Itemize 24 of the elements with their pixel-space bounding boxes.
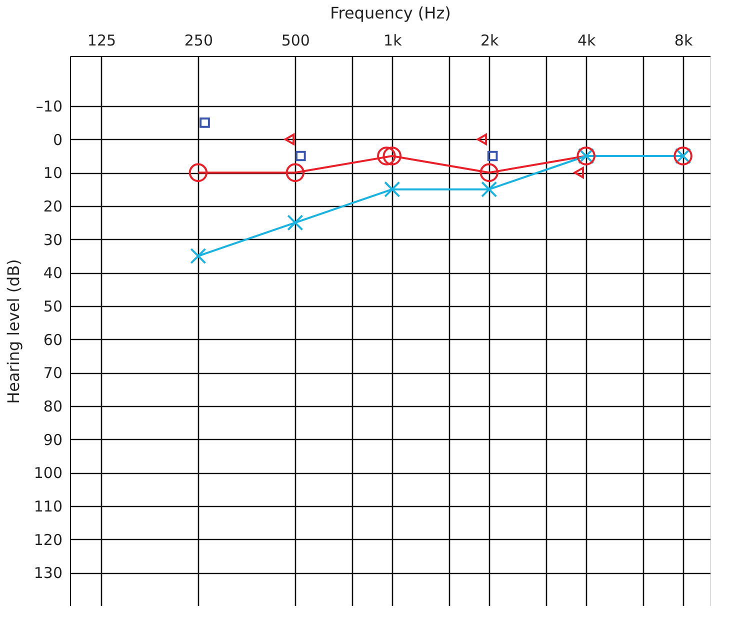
x-tick-label: 125 (87, 32, 116, 50)
x-tick-label: 8k (674, 32, 693, 50)
y-tick-label: 80 (43, 398, 62, 416)
y-tick-label: 40 (43, 264, 62, 282)
y-tick-label: 90 (43, 430, 62, 449)
y-axis-title: Hearing level (dB) (4, 259, 23, 404)
y-tick-label: 60 (43, 330, 62, 349)
y-tick-label: 50 (43, 298, 62, 316)
y-tick-label: 0 (52, 130, 62, 149)
x-tick-label: 250 (184, 32, 214, 50)
y-tick-label: 20 (43, 198, 62, 216)
y-tick-label: 120 (34, 530, 62, 549)
y-tick-label: 110 (34, 498, 62, 516)
y-tick-label: –10 (36, 98, 62, 116)
x-tick-label: 500 (281, 32, 310, 50)
y-tick-label: 30 (43, 230, 62, 249)
x-tick-label: 4k (577, 32, 596, 50)
y-tick-label: 130 (34, 564, 62, 582)
x-axis-title: Frequency (Hz) (330, 4, 451, 22)
x-tick-label: 1k (384, 32, 402, 50)
y-tick-label: 70 (43, 364, 62, 382)
x-tick-label: 2k (480, 32, 500, 50)
y-tick-label: 10 (43, 164, 62, 182)
y-tick-label: 100 (34, 464, 62, 482)
